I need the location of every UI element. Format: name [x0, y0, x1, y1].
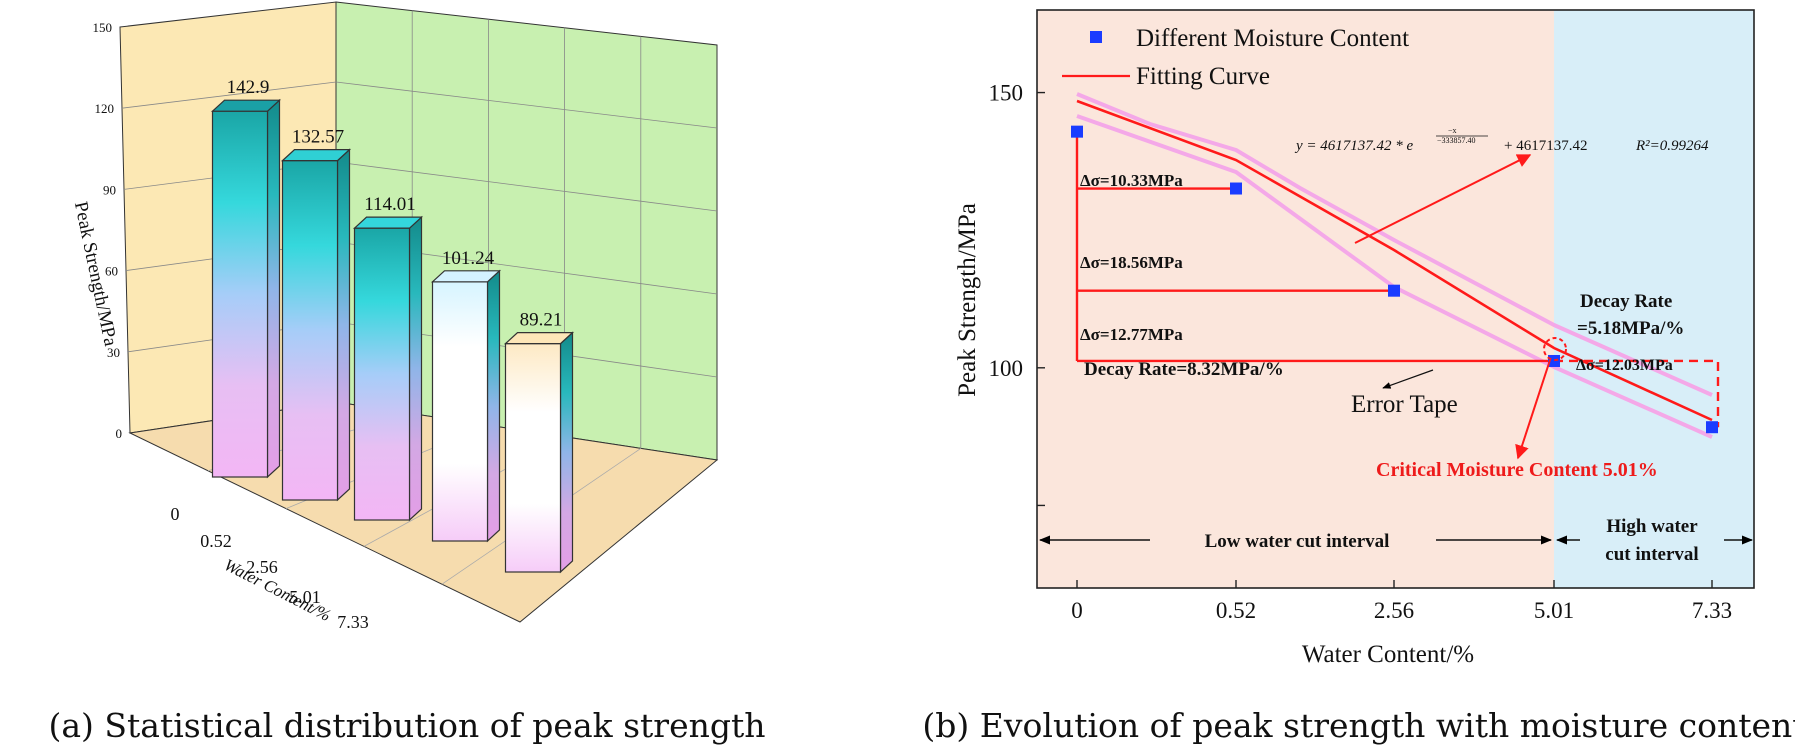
equation-exp-num: −x: [1448, 126, 1457, 135]
bar-top: [503, 332, 575, 345]
bar-front: [281, 160, 339, 501]
bar-side: [486, 269, 501, 543]
y-tick-label: 0: [116, 426, 123, 441]
chart-b-points: [1071, 125, 1718, 434]
critical-point-circle: [1543, 337, 1567, 361]
bar: 132.57: [280, 127, 352, 502]
bar-side: [408, 215, 423, 522]
bar-side: [559, 331, 574, 574]
y-tick-label: 150: [989, 81, 1024, 106]
chart-b-guide-lines: [1075, 131, 1720, 428]
y-tick-label: 60: [105, 264, 118, 279]
high-interval-label-1: High water: [1606, 516, 1698, 537]
legend-square-marker: [1090, 31, 1102, 43]
equation-r2: R²=0.99264: [1635, 138, 1709, 154]
decay-rate-high-label-1: Decay Rate: [1580, 291, 1672, 312]
y-tick-label: 90: [103, 182, 116, 197]
x-tick-label: 2.56: [246, 557, 278, 577]
bar-side: [266, 98, 281, 479]
chart-b-fit-line: [1076, 99, 1713, 422]
y-tick-label: 100: [989, 356, 1024, 381]
grid-line: [121, 81, 337, 109]
chart-b-plot-frame: [1036, 9, 1755, 589]
bar-value-label: 114.01: [364, 194, 416, 215]
bar-side: [336, 148, 351, 502]
delta-label-3: Δσ=12.77MPa: [1080, 325, 1183, 344]
x-tick-label: 0: [171, 504, 180, 524]
x-tick-label: 0: [1071, 598, 1083, 623]
decay-rate-low-label: Decay Rate=8.32MPa/%: [1084, 359, 1284, 380]
critical-moisture-label: Critical Moisture Content 5.01%: [1376, 459, 1658, 481]
equation-main: y = 4617137.42 * e: [1294, 138, 1414, 154]
bar: 114.01: [352, 194, 424, 522]
legend-label-fit: Fitting Curve: [1136, 63, 1270, 90]
y-tick-label: 150: [93, 20, 113, 35]
bar-top: [352, 216, 424, 229]
bar-value-label: 89.21: [520, 310, 563, 331]
delta-label-4: Δσ=12.03MPa: [1576, 357, 1673, 374]
low-interval-label: Low water cut interval: [1205, 531, 1390, 552]
data-point: [1548, 354, 1560, 367]
chart-b-equation: y = 4617137.42 * e −x −333857.40 + 46171…: [1294, 126, 1709, 154]
bar-value-label: 142.9: [227, 77, 270, 98]
chart-a-axes: 0 30 60 90 120 150 0 0.52 2.56 5.01 7.33: [93, 20, 369, 632]
x-tick-label: 7.33: [337, 612, 369, 632]
bar-front: [211, 110, 269, 478]
x-tick-label: 0.52: [1216, 598, 1256, 623]
caption-b: (b) Evolution of peak strength with mois…: [922, 706, 1795, 745]
x-tick-label: 0.52: [200, 531, 232, 551]
equation-pointer-arrow: [1354, 154, 1532, 244]
bar-front: [504, 343, 562, 573]
chart-b-high-region: [1554, 10, 1754, 588]
bar-top: [430, 270, 502, 283]
delta-label-2: Δσ=18.56MPa: [1080, 253, 1183, 272]
error-tape-pointer: [1382, 369, 1434, 389]
chart-b-low-region: [1037, 10, 1554, 588]
error-tape-label: Error Tape: [1351, 391, 1458, 418]
chart-b-x-axis-title: Water Content/%: [1302, 641, 1474, 668]
data-point: [1388, 284, 1400, 297]
grid-line: [335, 161, 718, 212]
data-point: [1071, 125, 1083, 138]
legend-label-moisture: Different Moisture Content: [1136, 25, 1409, 52]
bar-top: [280, 149, 352, 162]
x-tick-label: 5.01: [289, 587, 321, 607]
bar-front: [353, 227, 411, 521]
bar-top: [210, 99, 282, 112]
y-tick-label: 30: [107, 345, 120, 360]
chart-a: 142.9 132.57 114.01 101.24 89.21 0 30 60 90 120 1…: [70, 1, 719, 632]
high-interval-label-2: cut interval: [1605, 544, 1698, 565]
equation-suffix: + 4617137.42: [1504, 138, 1587, 154]
caption-a: (a) Statistical distribution of peak str…: [48, 706, 765, 745]
chart-b: 100 150 0 0.52 2.56 5.01 7.33 Different Moistu…: [954, 9, 1755, 668]
fit-curve: [1076, 99, 1713, 422]
data-point: [1230, 182, 1242, 195]
x-tick-label: 2.56: [1374, 598, 1414, 623]
chart-b-legend: Different Moisture Content Fitting Curve: [1062, 25, 1409, 90]
critical-pointer-arrow: [1515, 359, 1551, 460]
delta-label-1: Δσ=10.33MPa: [1080, 171, 1183, 190]
grid-line: [335, 81, 718, 129]
equation-exp-den: −333857.40: [1437, 136, 1476, 145]
bar-front: [431, 281, 489, 542]
error-band-upper: [1076, 92, 1713, 397]
decay-rate-high-label-2: =5.18MPa/%: [1577, 318, 1684, 339]
bar-value-label: 132.57: [292, 127, 344, 148]
x-tick-label: 7.33: [1692, 598, 1732, 623]
data-point: [1706, 421, 1718, 434]
x-tick-label: 5.01: [1534, 598, 1574, 623]
y-tick-label: 120: [95, 101, 115, 116]
bar-value-label: 101.24: [442, 248, 495, 269]
bar: 142.9: [210, 77, 282, 479]
chart-a-bars: 142.9 132.57 114.01 101.24 89.21: [210, 77, 575, 574]
chart-b-axes: 100 150 0 0.52 2.56 5.01 7.33: [989, 81, 1733, 623]
bar: 101.24: [430, 248, 502, 543]
bar: 89.21: [503, 310, 575, 574]
chart-b-y-axis-title: Peak Strength/MPa: [954, 203, 981, 397]
